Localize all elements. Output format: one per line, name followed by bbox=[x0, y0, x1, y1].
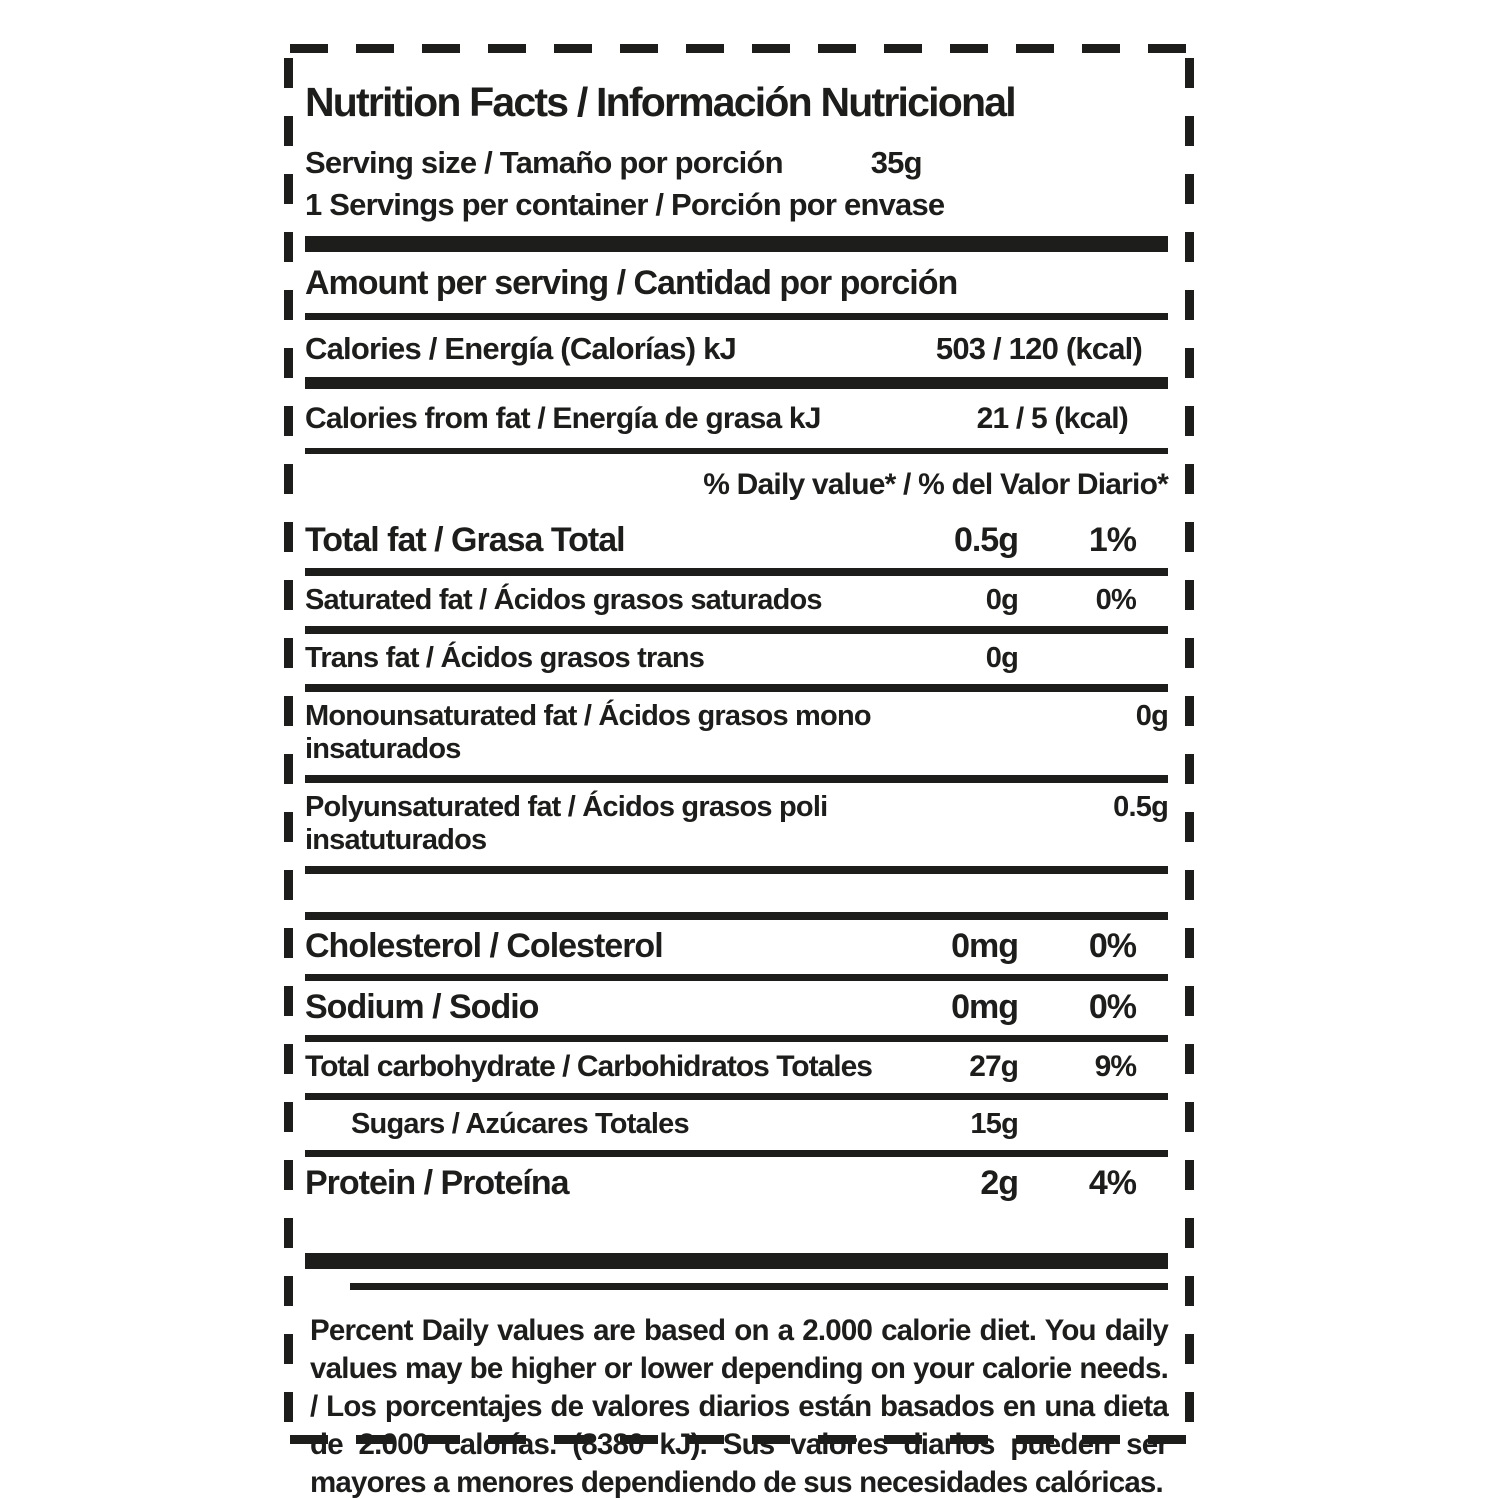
nutrient-amount: 0g bbox=[985, 642, 1019, 675]
calories-label: Calories / Energía (Calorías) kJ bbox=[305, 331, 737, 367]
nutrient-dv: 0% bbox=[1095, 584, 1137, 617]
divider-13 bbox=[350, 1283, 1168, 1291]
nutrient-label: Sugars / Azúcares Totales bbox=[351, 1108, 690, 1141]
divider-thick-1 bbox=[305, 236, 1168, 253]
cut-border-left bbox=[284, 58, 293, 1430]
amount-per-serving-heading: Amount per serving / Cantidad por porció… bbox=[305, 264, 958, 303]
calories-from-fat-label: Calories from fat / Energía de grasa kJ bbox=[305, 402, 821, 436]
divider-8 bbox=[305, 912, 1168, 921]
nutrition-label: Nutrition Facts / Información Nutriciona… bbox=[284, 44, 1194, 1499]
nutrient-label: Sodium / Sodio bbox=[305, 988, 539, 1027]
nutrient-amount: 0.5g bbox=[1113, 791, 1169, 824]
divider-1 bbox=[305, 313, 1168, 321]
calories-from-fat-row: Calories from fat / Energía de grasa kJ … bbox=[305, 389, 1168, 448]
calories-from-fat-value: 21 / 5 (kcal) bbox=[976, 402, 1129, 436]
serving-size-row: Serving size / Tamaño por porción 35g bbox=[305, 142, 1168, 184]
nutrient-amount: 0mg bbox=[951, 988, 1019, 1027]
nutrient-label: Trans fat / Ácidos grasos trans bbox=[305, 642, 705, 675]
calories-value: 503 / 120 (kcal) bbox=[935, 331, 1143, 367]
nutrient-label: Total carbohydrate / Carbohidratos Total… bbox=[305, 1050, 873, 1084]
divider-3 bbox=[305, 568, 1168, 577]
divider-2 bbox=[305, 448, 1168, 455]
nutrient-dv: 1% bbox=[1088, 521, 1137, 560]
nutrient-dv: 4% bbox=[1088, 1164, 1137, 1203]
nutrient-amount: 0.5g bbox=[953, 521, 1019, 560]
calories-row: Calories / Energía (Calorías) kJ 503 / 1… bbox=[305, 320, 1168, 377]
nutrient-label: Cholesterol / Colesterol bbox=[305, 927, 664, 966]
nutrient-amount: 0mg bbox=[951, 927, 1019, 966]
nutrient-dv: 0% bbox=[1088, 927, 1137, 966]
nutrient-label: Saturated fat / Ácidos grasos saturados bbox=[305, 584, 823, 617]
divider-7 bbox=[305, 866, 1168, 875]
divider-4 bbox=[305, 626, 1168, 635]
servings-per-container-row: 1 Servings per container / Porción por e… bbox=[305, 187, 945, 223]
daily-value-header: % Daily value* / % del Valor Diario* bbox=[703, 468, 1169, 502]
nutrient-amount: 0g bbox=[985, 584, 1019, 617]
divider-12 bbox=[305, 1150, 1168, 1158]
cut-border-top bbox=[290, 44, 1188, 53]
nutrient-label: Total fat / Grasa Total bbox=[305, 521, 626, 560]
divider-10 bbox=[305, 1035, 1168, 1043]
cut-border-bottom bbox=[290, 1435, 1188, 1444]
nutrient-row-sodium: Sodium / Sodio 0mg 0% bbox=[305, 981, 1168, 1035]
nutrient-row-monounsaturated-fat: Monounsaturated fat / Ácidos grasos mono… bbox=[305, 692, 1169, 775]
divider-11 bbox=[305, 1093, 1168, 1101]
label-title: Nutrition Facts / Información Nutriciona… bbox=[305, 79, 1017, 125]
nutrient-row-total-fat: Total fat / Grasa Total 0.5g 1% bbox=[305, 514, 1168, 568]
cut-border-right bbox=[1185, 58, 1194, 1430]
nutrient-row-cholesterol: Cholesterol / Colesterol 0mg 0% bbox=[305, 920, 1168, 974]
nutrient-row-polyunsaturated-fat: Polyunsaturated fat / Ácidos grasos poli… bbox=[305, 783, 1169, 866]
nutrient-amount: 27g bbox=[969, 1050, 1019, 1084]
nutrient-label: Protein / Proteína bbox=[305, 1164, 570, 1203]
nutrient-row-saturated-fat: Saturated fat / Ácidos grasos saturados … bbox=[305, 576, 1168, 626]
divider-9 bbox=[305, 974, 1168, 982]
nutrient-row-total-carbohydrate: Total carbohydrate / Carbohidratos Total… bbox=[305, 1042, 1168, 1093]
nutrient-label: Polyunsaturated fat / Ácidos grasos poli… bbox=[305, 791, 828, 857]
nutrient-dv: 0% bbox=[1088, 988, 1137, 1027]
nutrient-dv: 9% bbox=[1094, 1050, 1137, 1084]
daily-value-footnote: Percent Daily values are based on a 2.00… bbox=[310, 1314, 1169, 1500]
nutrient-label: Monounsaturated fat / Ácidos grasos mono… bbox=[305, 700, 872, 766]
divider-thick-3 bbox=[305, 1253, 1168, 1270]
divider-6 bbox=[305, 775, 1168, 784]
serving-size-label: Serving size / Tamaño por porción bbox=[305, 145, 784, 181]
nutrient-row-protein: Protein / Proteína 2g 4% bbox=[305, 1157, 1168, 1211]
nutrient-amount: 15g bbox=[970, 1108, 1018, 1141]
nutrient-amount: 2g bbox=[980, 1164, 1019, 1203]
nutrient-row-trans-fat: Trans fat / Ácidos grasos trans 0g bbox=[305, 634, 1168, 684]
divider-5 bbox=[305, 684, 1168, 693]
nutrient-row-sugars: Sugars / Azúcares Totales 15g bbox=[305, 1100, 1168, 1150]
divider-thick-2 bbox=[305, 377, 1168, 390]
nutrient-amount: 0g bbox=[1135, 700, 1169, 733]
label-content: Nutrition Facts / Información Nutriciona… bbox=[305, 53, 1169, 1500]
spacer bbox=[305, 874, 1168, 912]
serving-size-value: 35g bbox=[870, 145, 923, 181]
